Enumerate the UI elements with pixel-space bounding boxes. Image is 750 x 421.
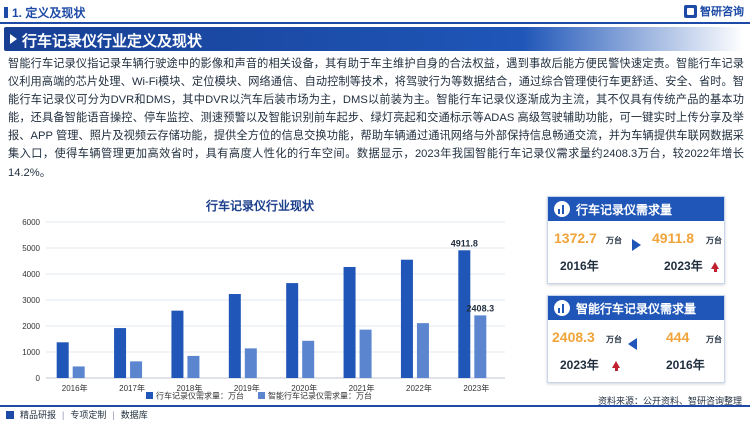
card-left-value: 2408.3: [552, 329, 595, 345]
bar-chart: 0 1000 2000 3000 4000 5000 6000 2016年 2017年 2018年…: [22, 218, 505, 401]
bar: [359, 329, 372, 378]
card-right-year: 2016年: [666, 358, 705, 372]
x-tick-label: 2016年: [62, 383, 88, 393]
bar: [302, 340, 315, 378]
card-title: 智能行车记录仪需求量: [576, 301, 697, 316]
legend-swatch: [146, 392, 153, 399]
footer-square-icon: [6, 410, 14, 419]
logo-text: 智研咨询: [700, 6, 744, 18]
y-tick-label: 3000: [22, 296, 40, 305]
data-label: 4911.8: [451, 238, 478, 248]
footer-separator: |: [62, 409, 65, 420]
bar: [474, 315, 487, 378]
bar: [416, 323, 429, 378]
y-tick-label: 0: [36, 374, 41, 383]
x-tick-label: 2019年: [234, 383, 260, 393]
bar: [114, 328, 127, 378]
bar: [343, 266, 356, 378]
chart-title: 行车记录仪行业现状: [206, 199, 315, 213]
section-mark-icon: [4, 7, 8, 18]
y-tick-label: 1000: [22, 348, 40, 357]
x-tick-label: 2023年: [463, 383, 489, 393]
section-heading: 1. 定义及现状: [4, 4, 85, 21]
up-arrow-icon: [711, 262, 719, 272]
brand-logo: 智研咨询: [684, 3, 744, 19]
bar: [228, 294, 241, 378]
card-smart-dashcam-demand: 智能行车记录仪需求量 2408.3 万台 2023年 444 万台 2016年: [547, 295, 725, 383]
footer-separator: |: [112, 409, 115, 420]
card-header: 智能行车记录仪需求量: [548, 296, 724, 320]
footer-link-custom[interactable]: 专项定制: [70, 410, 107, 420]
card-right-value: 444: [666, 329, 690, 345]
bar: [56, 342, 69, 378]
card-body: 2408.3 万台 2023年 444 万台 2016年: [548, 320, 724, 382]
y-tick-label: 6000: [22, 218, 40, 227]
chart-icon: [554, 201, 570, 217]
card-right-value: 4911.8: [652, 230, 695, 246]
arrow-right-icon: [632, 239, 641, 251]
bar: [72, 366, 85, 378]
chart-icon: [554, 300, 570, 316]
legend-label: 智能行车记录仪需求量：万台: [268, 391, 372, 401]
page-title: 行车记录仪行业定义及现状: [22, 33, 203, 50]
bar: [130, 361, 143, 378]
logo-icon: [684, 4, 697, 18]
description-paragraph: 智能行车记录仪指记录车辆行驶途中的影像和声音的相关设备，其有助于车主维护自身的合…: [8, 58, 744, 179]
title-banner: 行车记录仪行业定义及现状: [4, 27, 744, 51]
bar: [286, 283, 299, 378]
card-right-unit: 万台: [706, 335, 722, 344]
top-rule: [0, 22, 750, 24]
x-tick-label: 2020年: [291, 383, 317, 393]
card-left-year: 2016年: [560, 259, 599, 273]
data-label: 2408.3: [467, 303, 495, 313]
card-right-unit: 万台: [706, 236, 722, 245]
card-left-unit: 万台: [606, 335, 622, 344]
x-tick-label: 2018年: [177, 383, 203, 393]
card-left-value: 1372.7: [554, 230, 597, 246]
bar: [171, 310, 184, 378]
footer-bar: 精品研报 | 专项定制 | 数据库: [0, 405, 750, 421]
bar: [187, 355, 200, 378]
card-dashcam-demand: 行车记录仪需求量 1372.7 万台 2016年 4911.8 万台 2023年: [547, 196, 725, 284]
legend-swatch: [258, 392, 265, 399]
x-tick-label: 2017年: [119, 383, 145, 393]
y-tick-label: 4000: [22, 270, 40, 279]
x-tick-label: 2022年: [406, 383, 432, 393]
legend-label: 行车记录仪需求量：万台: [156, 391, 244, 401]
up-arrow-icon: [612, 361, 620, 371]
x-tick-label: 2021年: [349, 383, 375, 393]
card-left-unit: 万台: [606, 236, 622, 245]
footer-links: 精品研报 | 专项定制 | 数据库: [6, 408, 148, 421]
banner-arrow-icon: [10, 34, 17, 44]
y-tick-label: 2000: [22, 322, 40, 331]
bar: [400, 259, 413, 378]
bar: [458, 250, 471, 378]
card-right-year: 2023年: [664, 259, 703, 273]
arrow-left-icon: [628, 338, 637, 350]
footer-link-database[interactable]: 数据库: [120, 410, 148, 420]
card-title: 行车记录仪需求量: [576, 202, 673, 217]
top-bar: 1. 定义及现状 智研咨询: [0, 0, 750, 24]
card-header: 行车记录仪需求量: [548, 197, 724, 221]
y-tick-label: 5000: [22, 244, 40, 253]
bar: [244, 348, 257, 378]
source-note: 资料来源：公开资料、智研咨询整理: [597, 396, 742, 406]
card-left-year: 2023年: [560, 358, 599, 372]
section-label: 1. 定义及现状: [12, 6, 86, 20]
footer-link-reports[interactable]: 精品研报: [20, 410, 57, 420]
card-body: 1372.7 万台 2016年 4911.8 万台 2023年: [548, 221, 724, 283]
